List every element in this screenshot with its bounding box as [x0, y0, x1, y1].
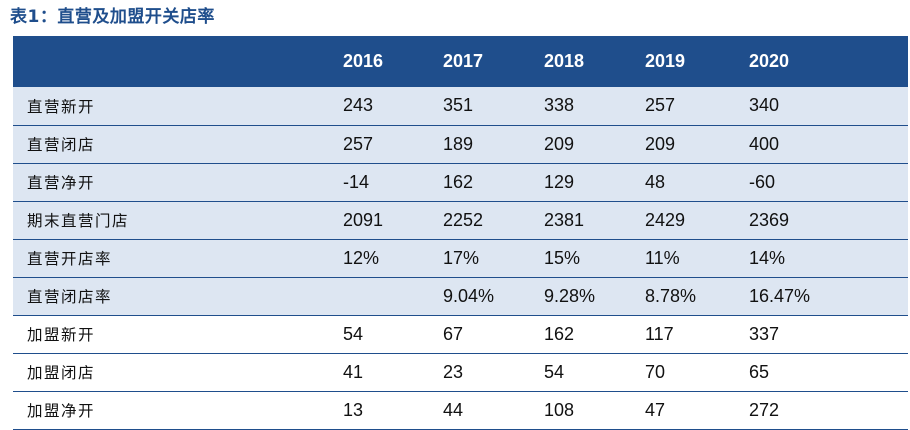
table-title: 表1：直营及加盟开关店率: [10, 7, 215, 27]
table-cell: [329, 277, 429, 315]
table-row: 加盟净开 13 44 108 47 272: [13, 391, 908, 429]
table-cell: 2091: [343, 209, 384, 230]
table-cell: 2252: [443, 209, 484, 230]
row-label: 直营闭店: [27, 136, 96, 154]
table-cell: 209: [645, 133, 676, 154]
table-cell: 54: [343, 323, 364, 344]
table-cell: 41: [343, 361, 364, 382]
table-cell: 117: [645, 323, 674, 344]
table-cell: 13: [343, 399, 364, 420]
header-cell-2020: 2020: [749, 51, 790, 71]
row-label: 直营开店率: [27, 250, 113, 268]
header-cell-corner: [13, 36, 329, 87]
table-cell: 108: [544, 399, 575, 420]
table-cell: 47: [645, 399, 666, 420]
table-cell: 9.28%: [544, 285, 596, 306]
table-cell: -60: [749, 171, 776, 192]
table-row: 直营闭店 257 189 209 209 400: [13, 125, 908, 163]
table-cell: 338: [544, 95, 575, 116]
table-cell: 257: [343, 133, 374, 154]
table-cell: 14%: [749, 247, 786, 268]
table-row: 直营新开 243 351 338 257 340: [13, 87, 908, 125]
header-cell-2017: 2017: [443, 51, 484, 71]
table-cell: 340: [749, 95, 780, 116]
table-cell: 2429: [645, 209, 686, 230]
table-cell: 162: [443, 171, 474, 192]
table-row: 加盟闭店 41 23 54 70 65: [13, 353, 908, 391]
header-cell-2016: 2016: [343, 51, 384, 71]
table-cell: 257: [645, 95, 676, 116]
table-cell: 162: [544, 323, 575, 344]
table-cell: 17%: [443, 247, 480, 268]
table-cell: 23: [443, 361, 464, 382]
table-cell: 9.04%: [443, 285, 495, 306]
table-cell: 48: [645, 171, 666, 192]
header-cell-2019: 2019: [645, 51, 686, 71]
header-row: 2016 2017 2018 2019 2020: [13, 36, 908, 87]
table-cell: 15%: [544, 247, 581, 268]
table-cell: 2381: [544, 209, 585, 230]
header-cell-2018: 2018: [544, 51, 585, 71]
table-cell: 209: [544, 133, 575, 154]
row-label: 加盟新开: [27, 326, 96, 344]
table-cell: 54: [544, 361, 565, 382]
table-cell: 272: [749, 399, 780, 420]
table-cell: 70: [645, 361, 666, 382]
table-cell: 351: [443, 95, 474, 116]
table-cell: 44: [443, 399, 464, 420]
table-row: 直营净开 -14 162 129 48 -60: [13, 163, 908, 201]
row-label: 直营闭店率: [27, 288, 113, 306]
table-cell: 189: [443, 133, 474, 154]
table-cell: 12%: [343, 247, 380, 268]
row-label: 直营净开: [27, 174, 96, 192]
table-cell: 67: [443, 323, 464, 344]
table-cell: -14: [343, 171, 370, 192]
row-label: 期末直营门店: [27, 212, 130, 230]
table-cell: 2369: [749, 209, 790, 230]
table-cell: 16.47%: [749, 285, 811, 306]
table-cell: 11%: [645, 247, 680, 268]
table-cell: 400: [749, 133, 780, 154]
table-row: 直营开店率 12% 17% 15% 11% 14%: [13, 239, 908, 277]
row-label: 加盟净开: [27, 402, 96, 420]
table-cell: 129: [544, 171, 575, 192]
table-row: 直营闭店率 9.04% 9.28% 8.78% 16.47%: [13, 277, 908, 315]
store-openings-table: 2016 2017 2018 2019 2020 直营新开 243 351 338 25…: [13, 36, 908, 430]
table-row: 期末直营门店 2091 2252 2381 2429 2369: [13, 201, 908, 239]
row-label: 加盟闭店: [27, 364, 96, 382]
row-label: 直营新开: [27, 97, 96, 116]
table-cell: 8.78%: [645, 285, 697, 306]
table-cell: 65: [749, 361, 770, 382]
table-cell: 243: [343, 95, 374, 116]
table-row: 加盟新开 54 67 162 117 337: [13, 315, 908, 353]
table-cell: 337: [749, 323, 780, 344]
